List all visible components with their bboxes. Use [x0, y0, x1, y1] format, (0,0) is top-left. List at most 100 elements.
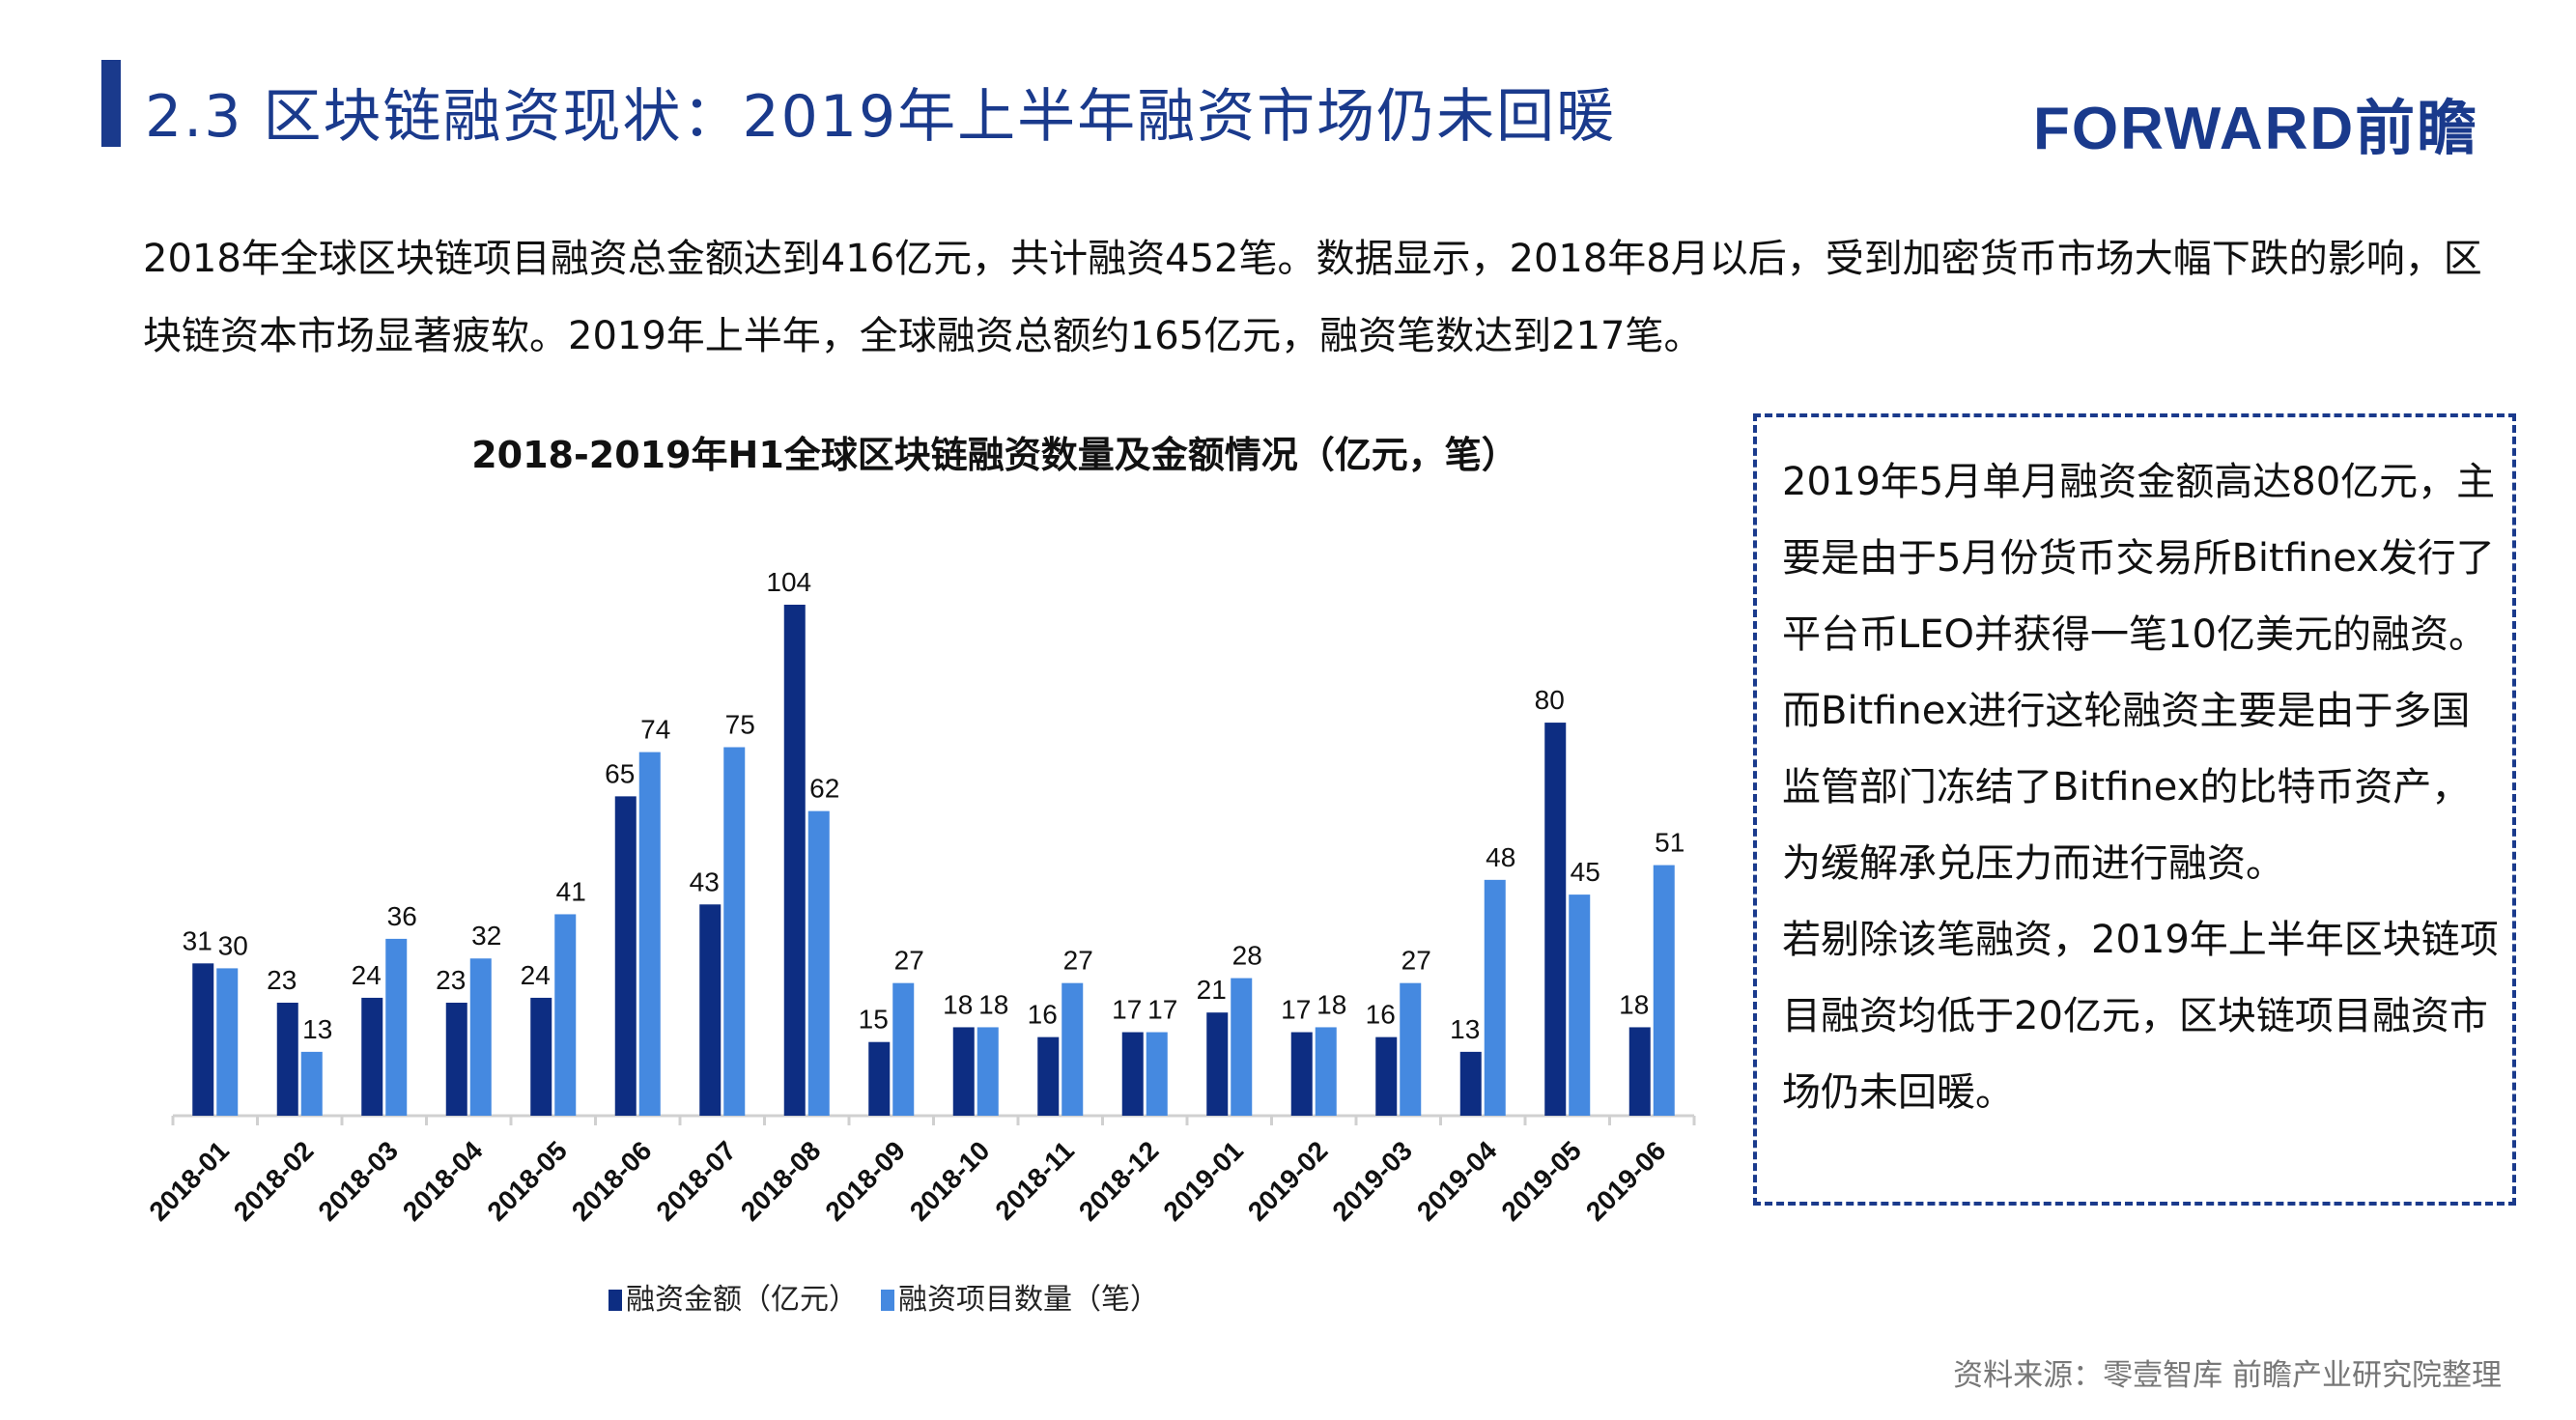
note-box: 2019年5月单月融资金额高达80亿元，主要是由于5月份货币交易所Bitfine…	[1753, 413, 2516, 1206]
note-paragraph: 若剔除该笔融资，2019年上半年区块链项目融资均低于20亿元，区块链项目融资市场…	[1782, 918, 2499, 1115]
data-label-count: 48	[1486, 842, 1515, 872]
bar-count	[1315, 1027, 1337, 1116]
bar-count	[977, 1027, 999, 1116]
data-label-amount: 65	[605, 758, 635, 788]
data-label-count: 13	[302, 1014, 332, 1044]
x-tick-label: 2019-03	[1326, 1135, 1418, 1227]
bar-amount	[614, 796, 637, 1116]
bar-count	[469, 958, 492, 1116]
bar-amount	[530, 997, 552, 1116]
source-note: 资料来源：零壹智库 前瞻产业研究院整理	[1953, 1358, 2502, 1393]
data-label-amount: 23	[267, 965, 297, 995]
data-label-count: 18	[1316, 989, 1346, 1019]
x-tick-label: 2018-01	[143, 1135, 235, 1227]
bar-amount	[361, 997, 383, 1116]
x-tick-label: 2018-07	[650, 1135, 742, 1227]
x-tick-label: 2018-04	[397, 1135, 489, 1227]
bar-amount	[1628, 1027, 1651, 1116]
x-tick-label: 2019-01	[1157, 1135, 1249, 1227]
bar-amount	[276, 1003, 298, 1116]
bar-count	[807, 810, 830, 1116]
bar-amount	[1375, 1037, 1398, 1116]
data-label-amount: 17	[1281, 995, 1311, 1025]
data-label-count: 17	[1147, 995, 1177, 1025]
data-label-amount: 104	[766, 567, 811, 597]
bar-amount	[1037, 1037, 1060, 1116]
data-label-amount: 23	[436, 965, 466, 995]
bar-amount	[1206, 1012, 1229, 1116]
chart-legend: 融资金额（亿元） 融资项目数量（笔）	[609, 1275, 1159, 1318]
data-label-count: 27	[1401, 946, 1431, 976]
x-tick-label: 2018-06	[566, 1135, 658, 1227]
page-title: 2.3 区块链融资现状：2019年上半年融资市场仍未回暖	[145, 83, 1617, 151]
data-label-amount: 24	[521, 960, 551, 990]
bar-amount	[1459, 1051, 1482, 1116]
chart-title: 2018-2019年H1全球区块链融资数量及金额情况（亿元，笔）	[471, 434, 1518, 476]
bar-count	[300, 1051, 323, 1116]
data-label-amount: 15	[859, 1005, 889, 1035]
x-tick-label: 2018-03	[312, 1135, 404, 1227]
data-label-count: 27	[894, 946, 924, 976]
bar-count	[216, 968, 239, 1116]
bar-count	[554, 914, 577, 1116]
x-tick-label: 2018-10	[904, 1135, 996, 1227]
bar-amount	[192, 963, 214, 1116]
legend-item-count: 融资项目数量（笔）	[881, 1275, 1159, 1318]
x-tick-label: 2019-04	[1411, 1135, 1503, 1227]
data-label-count: 30	[218, 930, 248, 960]
data-label-amount: 21	[1197, 975, 1227, 1005]
x-tick-label: 2018-02	[228, 1135, 320, 1227]
legend-swatch-amount	[609, 1290, 622, 1311]
x-tick-label: 2018-11	[989, 1135, 1079, 1225]
data-label-amount: 18	[943, 989, 973, 1019]
data-label-amount: 43	[690, 866, 720, 896]
legend-swatch-count	[881, 1290, 894, 1311]
bar-chart: 31 302018-0123132018-0224362018-032332201…	[143, 567, 1696, 1227]
bar-amount	[699, 904, 722, 1116]
bar-amount	[1121, 1032, 1144, 1116]
x-tick-label: 2018-09	[819, 1135, 911, 1227]
data-label-count: 32	[471, 921, 501, 951]
bar-count	[1146, 1032, 1168, 1116]
x-tick-label: 2019-02	[1242, 1135, 1334, 1227]
bar-amount	[1290, 1032, 1313, 1116]
data-label-count: 45	[1571, 857, 1600, 887]
data-label-amount: 13	[1450, 1014, 1480, 1044]
intro-paragraph: 2018年全球区块链项目融资总金额达到416亿元，共计融资452笔。数据显示，2…	[143, 237, 2482, 358]
data-label-count: 27	[1063, 946, 1093, 976]
bar-count	[1400, 982, 1422, 1116]
data-label-amount: 24	[352, 960, 382, 990]
forward-logo: FORWARD前瞻	[2033, 96, 2479, 162]
bar-amount	[868, 1041, 891, 1116]
bar-amount	[445, 1003, 467, 1116]
x-tick-label: 2018-12	[1073, 1135, 1165, 1227]
x-tick-label: 2018-05	[481, 1135, 573, 1227]
legend-label-amount: 融资金额（亿元）	[626, 1283, 858, 1317]
data-label-amount: 18	[1619, 989, 1649, 1019]
x-tick-label: 2018-08	[735, 1135, 827, 1227]
data-label-count: 28	[1232, 941, 1262, 971]
data-label-count: 75	[725, 710, 755, 740]
bar-count	[1484, 879, 1506, 1116]
data-label-count: 62	[809, 774, 839, 804]
bar-count	[385, 938, 408, 1116]
bar-count	[723, 747, 746, 1116]
x-tick-label: 2019-06	[1580, 1135, 1672, 1227]
data-label-amount: 16	[1366, 1000, 1396, 1030]
bar-count	[1062, 982, 1084, 1116]
x-tick-label: 2019-05	[1495, 1135, 1587, 1227]
data-label-count: 18	[978, 989, 1008, 1019]
data-label-amount: 31	[183, 925, 212, 955]
data-label-amount: 80	[1535, 685, 1565, 715]
bar-count	[1231, 978, 1253, 1116]
bar-count	[1569, 895, 1591, 1116]
bar-amount	[952, 1027, 975, 1116]
data-label-count: 51	[1655, 828, 1684, 858]
bar-amount	[1544, 723, 1567, 1116]
bar-amount	[783, 605, 806, 1116]
note-paragraph: 2019年5月单月融资金额高达80亿元，主要是由于5月份货币交易所Bitfine…	[1782, 460, 2496, 886]
bar-count	[638, 752, 661, 1116]
bar-count	[1653, 865, 1675, 1116]
data-label-count: 74	[640, 715, 670, 745]
bar-count	[892, 982, 915, 1116]
